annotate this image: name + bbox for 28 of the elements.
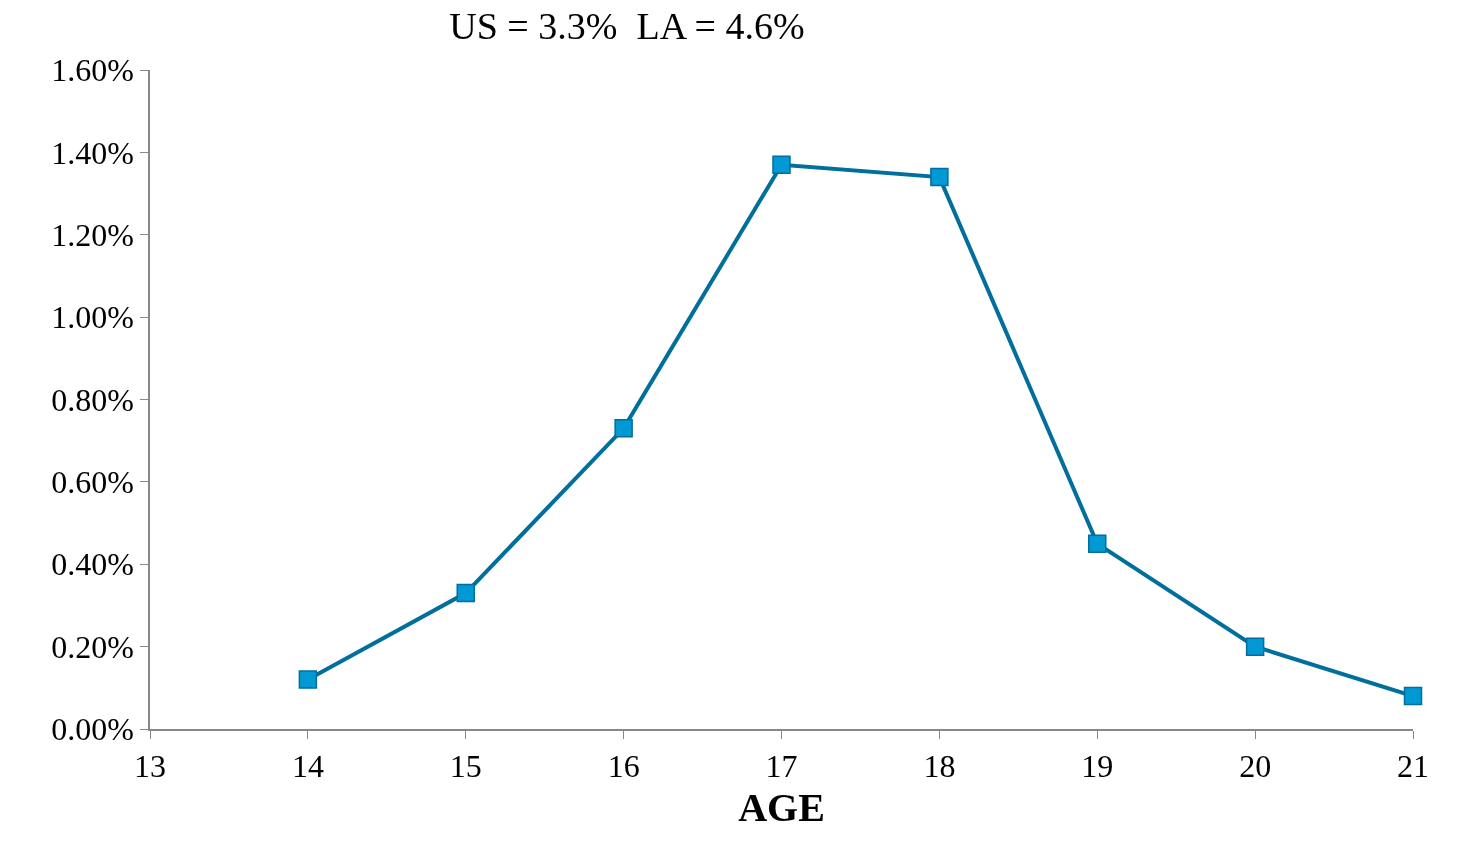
y-tick-label: 0.00%: [51, 711, 134, 748]
point: [930, 167, 949, 187]
x-tick-label: 15: [449, 748, 482, 785]
point: [1088, 534, 1107, 553]
x-tick-label: 21: [1397, 748, 1429, 785]
x-tick-label: 20: [1239, 748, 1272, 785]
x-tick-label: 14: [291, 748, 324, 785]
x-tick-label: 16: [607, 748, 640, 785]
x-tick-label: 13: [134, 748, 166, 785]
point: [772, 155, 791, 174]
point: [1403, 686, 1423, 706]
point: [1245, 637, 1265, 656]
x-axis-title: AGE: [738, 785, 825, 831]
y-tick-label: 0.80%: [51, 381, 134, 418]
point: [298, 670, 318, 689]
y-tick-label: 0.60%: [51, 464, 134, 501]
point: [614, 419, 633, 438]
x-tick-label: 17: [765, 748, 798, 785]
y-tick-label: 1.20%: [51, 216, 134, 253]
y-tick-label: 1.60%: [51, 52, 134, 89]
x-tick-label: 19: [1081, 748, 1114, 785]
y-tick-label: 0.40%: [51, 546, 134, 583]
y-tick-label: 1.40%: [51, 134, 134, 171]
point: [456, 583, 475, 603]
y-tick-label: 0.20%: [51, 628, 134, 665]
chart-title: US = 3.3% LA = 4.6%: [449, 5, 805, 48]
x-tick-label: 18: [923, 748, 956, 785]
y-tick-label: 1.00%: [51, 299, 134, 336]
